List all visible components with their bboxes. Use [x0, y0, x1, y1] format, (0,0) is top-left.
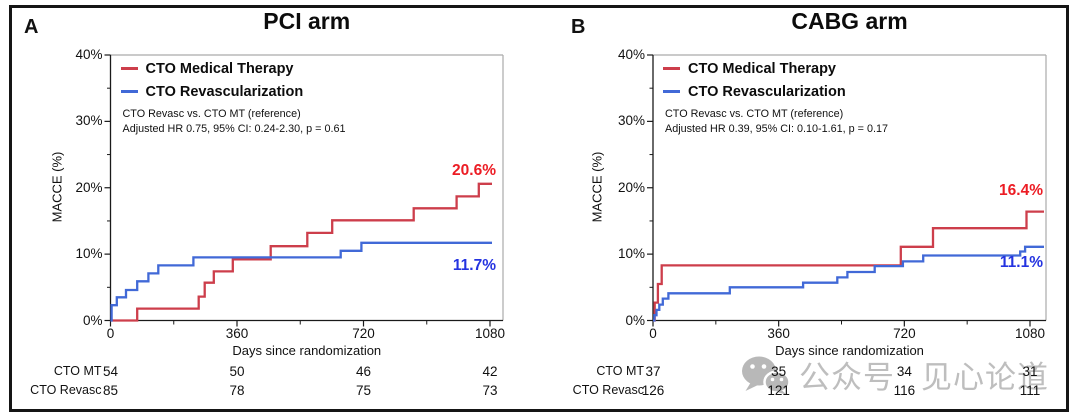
y-tick-label: 20% [75, 179, 103, 195]
x-tick-label: 360 [767, 326, 790, 341]
risk-count: 111 [1019, 383, 1041, 398]
risk-row-label-mt: CTO MT [53, 364, 102, 378]
risk-count: 35 [771, 364, 787, 379]
risk-row-label-revasc: CTO Revasc [572, 383, 644, 397]
risk-count: 75 [355, 383, 372, 398]
annotation-line-2: Adjusted HR 0.39, 95% CI: 0.10-1.61, p =… [665, 123, 888, 135]
legend-swatch-red [663, 67, 680, 70]
curve-end-label-blue: 11.1% [999, 254, 1043, 271]
watermark-text-right: 见心论道 [921, 360, 1049, 395]
legend-item-revascularization: CTO Revascularization [120, 80, 304, 103]
panel-pci-arm: A PCI arm CTO Medical Therapy CTO Revasc… [24, 8, 506, 398]
annotation-line-1: CTO Revasc vs. CTO MT (reference) [122, 108, 301, 120]
x-tick-label: 720 [893, 326, 916, 341]
panel-title: CABG arm [791, 8, 908, 34]
x-tick-label: 0 [649, 326, 657, 341]
panel-title: PCI arm [263, 8, 351, 34]
x-axis-title: Days since randomization [775, 343, 924, 358]
risk-count: 50 [229, 364, 245, 379]
panel-letter: B [571, 16, 586, 38]
risk-count: 121 [767, 383, 790, 398]
km-chart-cabg [647, 54, 1047, 327]
risk-count: 126 [641, 383, 665, 398]
panel-cabg-arm: B CABG arm CTO Medical Therapy CTO Revas… [540, 0, 1080, 419]
risk-count: 31 [1022, 364, 1038, 379]
legend-item-medical-therapy: CTO Medical Therapy [663, 57, 846, 80]
legend-swatch-blue [120, 90, 138, 93]
risk-count: 73 [482, 383, 498, 398]
annotation-line-1: CTO Revasc vs. CTO MT (reference) [665, 108, 844, 120]
panel-letter: A [24, 16, 39, 38]
x-tick-label: 1080 [474, 326, 506, 341]
wechat-watermark: 公众号 见心论道 [740, 352, 1049, 397]
km-curve-cto-medical-therapy [653, 210, 1044, 322]
y-tick-label: 10% [75, 246, 103, 262]
risk-count: 37 [645, 364, 661, 379]
y-tick-label: 30% [75, 113, 103, 129]
km-curve-cto-revascularization [653, 245, 1044, 322]
legend-item-revascularization: CTO Revascularization [663, 80, 846, 103]
km-curve-cto-revascularization [110, 241, 492, 322]
x-tick-label: 720 [352, 326, 375, 341]
risk-count: 78 [229, 383, 245, 398]
risk-row-label-mt: CTO MT [596, 364, 644, 378]
legend-swatch-red [120, 67, 138, 70]
risk-count: 116 [893, 383, 916, 398]
x-axis-title: Days since randomization [232, 343, 382, 358]
annotation-line-2: Adjusted HR 0.75, 95% CI: 0.24-2.30, p =… [122, 123, 346, 135]
curve-end-label-red: 16.4% [999, 182, 1043, 199]
x-tick-label: 360 [225, 326, 249, 341]
curve-end-label-red: 20.6% [452, 162, 496, 179]
y-axis-title: MACCE (%) [49, 151, 65, 223]
risk-count: 46 [355, 364, 372, 379]
y-tick-label: 40% [617, 47, 645, 62]
risk-count: 54 [102, 364, 119, 379]
hr-annotation: CTO Revasc vs. CTO MT (reference) Adjust… [665, 107, 888, 137]
legend-label: CTO Revascularization [688, 83, 846, 100]
y-axis-title: MACCE (%) [589, 151, 605, 223]
y-tick-label: 0% [625, 312, 645, 328]
legend: CTO Medical Therapy CTO Revascularizatio… [120, 57, 304, 103]
legend-item-medical-therapy: CTO Medical Therapy [120, 57, 304, 80]
km-chart-pci [104, 54, 504, 327]
x-tick-label: 1080 [1014, 326, 1046, 341]
watermark-text-left: 公众号 [799, 360, 895, 395]
y-tick-label: 10% [617, 246, 645, 262]
y-tick-label: 20% [617, 179, 645, 195]
risk-count: 34 [896, 364, 912, 379]
y-tick-label: 0% [82, 312, 103, 328]
y-tick-label: 40% [75, 47, 103, 62]
legend: CTO Medical Therapy CTO Revascularizatio… [663, 57, 846, 103]
risk-row-label-revasc: CTO Revasc [30, 383, 102, 397]
risk-count: 85 [102, 383, 119, 398]
risk-count: 42 [482, 364, 498, 379]
km-curve-cto-medical-therapy [110, 182, 492, 322]
legend-swatch-blue [663, 90, 680, 93]
y-tick-label: 30% [617, 113, 645, 129]
legend-label: CTO Revascularization [145, 83, 304, 100]
legend-label: CTO Medical Therapy [688, 60, 836, 77]
wechat-icon [742, 356, 790, 395]
curve-end-label-blue: 11.7% [452, 257, 496, 274]
legend-label: CTO Medical Therapy [145, 60, 294, 77]
x-tick-label: 0 [106, 326, 115, 341]
hr-annotation: CTO Revasc vs. CTO MT (reference) Adjust… [123, 107, 346, 137]
